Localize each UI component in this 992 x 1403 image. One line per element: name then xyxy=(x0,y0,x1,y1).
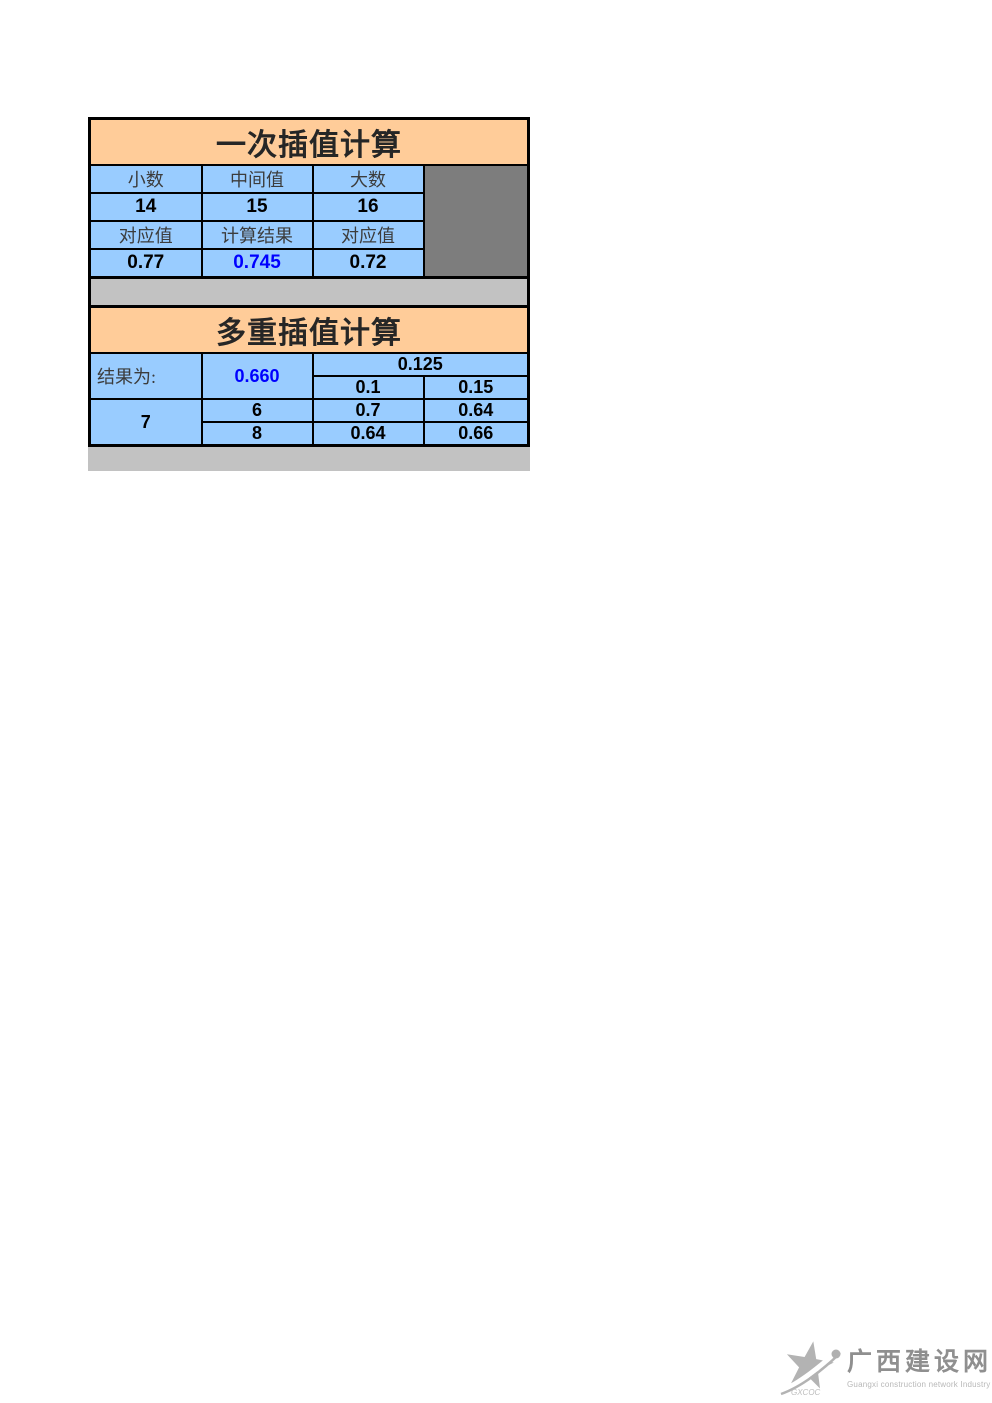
cell-calc-result-value: 0.745 xyxy=(200,248,314,279)
cell-large-number-label: 大数 xyxy=(311,164,425,194)
table1-header-row: 小数 中间值 大数 xyxy=(88,164,530,279)
star-logo-icon: GXCOC xyxy=(779,1341,843,1397)
table2-data-row-2: 8 0.64 0.66 xyxy=(90,421,530,447)
cell-row1-value1: 0.7 xyxy=(311,398,425,423)
cell-large-number-value: 16 xyxy=(311,192,425,222)
table2-title: 多重插值计算 xyxy=(88,305,530,354)
cell-result-label: 结果为: xyxy=(88,352,203,400)
cell-multi-result-value: 0.660 xyxy=(200,352,314,400)
cell-small-number-value: 14 xyxy=(88,192,203,222)
cell-row1-key: 6 xyxy=(200,398,314,423)
logo-dot xyxy=(831,1349,841,1359)
cell-row2-value2: 0.66 xyxy=(422,421,530,447)
table2-data-row-1: 7 6 0.7 0.64 xyxy=(88,398,530,447)
cell-middle-value: 15 xyxy=(200,192,314,222)
cell-corresponding-value-right: 0.72 xyxy=(311,248,425,279)
cell-corresponding-value-left: 0.77 xyxy=(88,248,203,279)
table1-result-row: 0.77 0.745 0.72 xyxy=(88,248,529,279)
logo-caption: GXCOC xyxy=(791,1388,821,1397)
table2-top-row: 结果为: 0.660 0.125 xyxy=(88,352,530,400)
table1-title-row: 一次插值计算 xyxy=(88,117,530,166)
multiple-interpolation-table: 多重插值计算 结果为: 0.660 0.125 0.1 0.15 7 6 0.7… xyxy=(88,305,530,447)
cell-small-number-label: 小数 xyxy=(88,164,203,194)
cell-row1-value2: 0.64 xyxy=(422,398,530,423)
watermark-site-name: 广西建设网 xyxy=(847,1349,992,1377)
table2-title-row: 多重插值计算 xyxy=(88,305,530,354)
watermark-tagline: Guangxi construction network Industry Ed… xyxy=(847,1379,992,1389)
cell-span-value: 0.125 xyxy=(311,352,530,377)
cell-corresponding-value-label-right: 对应值 xyxy=(311,220,425,250)
table2-subheader-row: 0.1 0.15 xyxy=(90,375,530,400)
cell-subheader-right: 0.15 xyxy=(422,375,530,400)
cell-middle-value-label: 中间值 xyxy=(200,164,314,194)
cell-row2-key: 8 xyxy=(200,421,314,447)
table1-title: 一次插值计算 xyxy=(88,117,530,166)
table1-merged-gray-cell xyxy=(422,164,530,279)
cell-calc-result-label: 计算结果 xyxy=(200,220,314,250)
site-watermark: GXCOC 广西建设网 Guangxi construction network… xyxy=(779,1340,992,1398)
table1-input-row: 14 15 16 xyxy=(88,192,529,222)
gray-strip-between-tables xyxy=(88,279,530,305)
table1-label-row: 对应值 计算结果 对应值 xyxy=(88,220,529,250)
cell-subheader-left: 0.1 xyxy=(311,375,425,400)
cell-left-key: 7 xyxy=(88,398,203,447)
watermark-text-block: 广西建设网 Guangxi construction network Indus… xyxy=(847,1349,992,1389)
worksheet-area: 一次插值计算 小数 中间值 大数 14 15 16 对应值 计算结果 对应值 xyxy=(88,117,530,471)
cell-row2-value1: 0.64 xyxy=(311,421,425,447)
gray-strip-below-table xyxy=(88,447,530,471)
cell-corresponding-value-label-left: 对应值 xyxy=(88,220,203,250)
linear-interpolation-table: 一次插值计算 小数 中间值 大数 14 15 16 对应值 计算结果 对应值 xyxy=(88,117,530,279)
